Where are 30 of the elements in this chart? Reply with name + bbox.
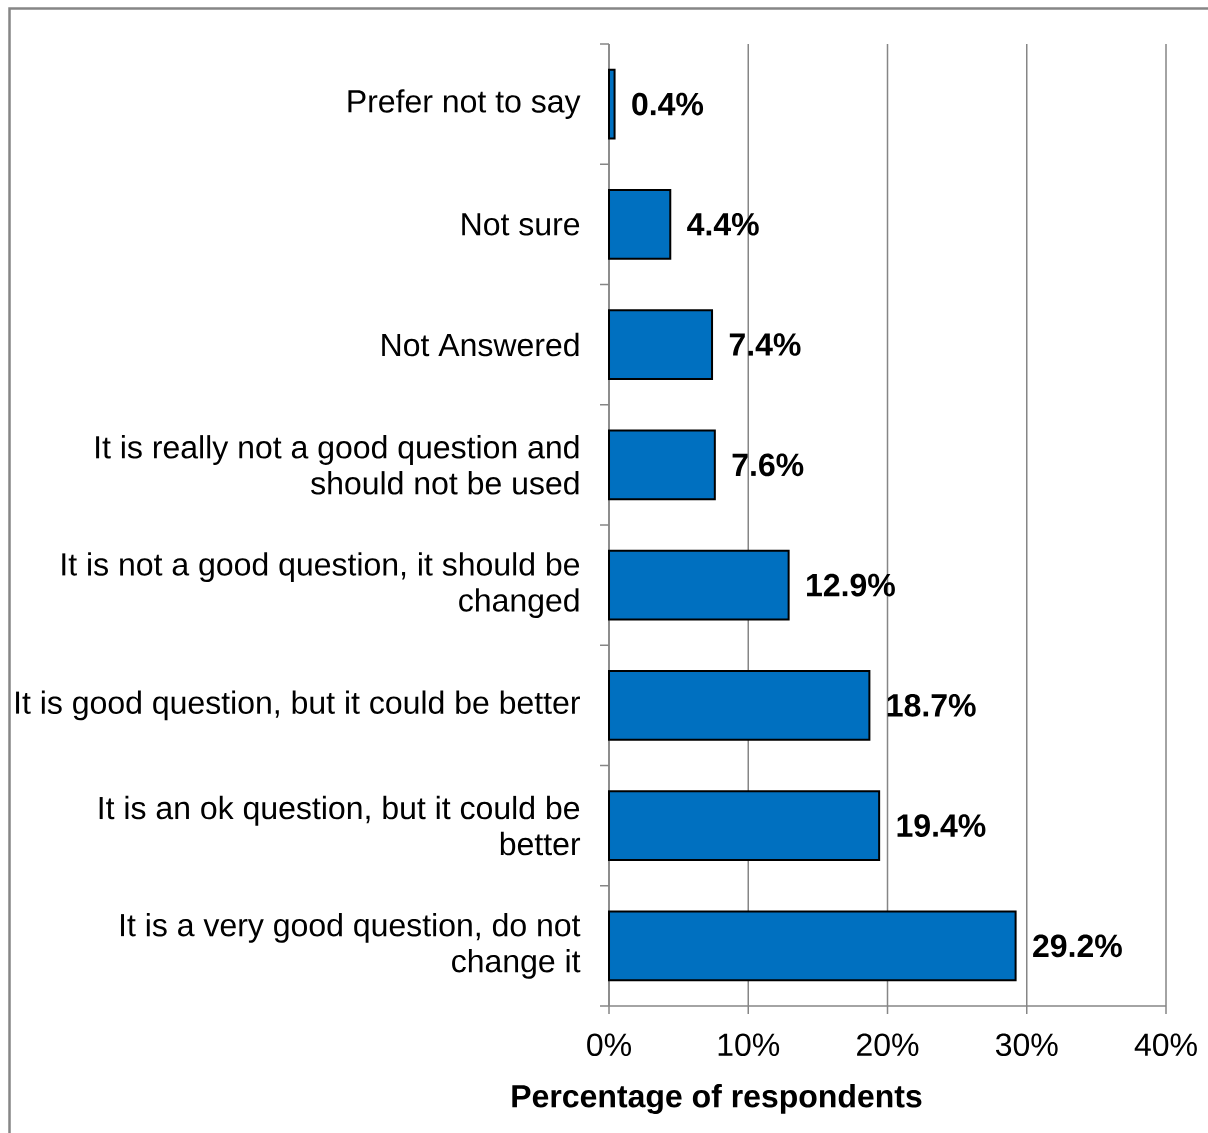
y-tick-label: Not sure xyxy=(462,213,580,236)
y-tick-label: It is good question, but it could be better xyxy=(16,690,580,721)
x-tick-label: 0% xyxy=(587,1033,631,1057)
bar xyxy=(608,309,714,380)
y-tick-label: It is really not a good question and should not be used xyxy=(96,435,579,495)
bar xyxy=(608,670,871,741)
y-tick-label: Prefer not to say xyxy=(348,89,581,120)
bar xyxy=(608,68,616,140)
x-tick-label: 20% xyxy=(857,1033,919,1057)
data-label: 29.2% xyxy=(1033,934,1122,958)
data-label: 0.4% xyxy=(632,92,704,116)
data-label: 12.9% xyxy=(807,573,895,597)
bar xyxy=(608,910,1017,982)
y-tick-label: Not Answered xyxy=(382,332,579,357)
bar xyxy=(608,429,716,501)
x-tick-label: 40% xyxy=(1134,1033,1197,1057)
y-tick-label: It is not a good question, it should be changed xyxy=(62,552,580,619)
data-label: 7.6% xyxy=(732,453,804,477)
bar xyxy=(608,189,672,260)
data-label: 19.4% xyxy=(897,814,986,837)
y-tick-label: It is a very good question, do not change it xyxy=(121,912,581,979)
data-label: 4.4% xyxy=(687,213,759,236)
bar xyxy=(608,549,790,621)
data-label: 7.4% xyxy=(729,333,801,356)
x-tick-label: 30% xyxy=(995,1033,1058,1057)
y-tick-label: It is an ok question, but it could be better xyxy=(99,795,581,856)
x-axis-title: Percentage of respondents xyxy=(512,1084,922,1114)
data-label: 18.7% xyxy=(887,694,976,717)
bar xyxy=(608,790,881,861)
x-tick-label: 10% xyxy=(718,1033,780,1057)
